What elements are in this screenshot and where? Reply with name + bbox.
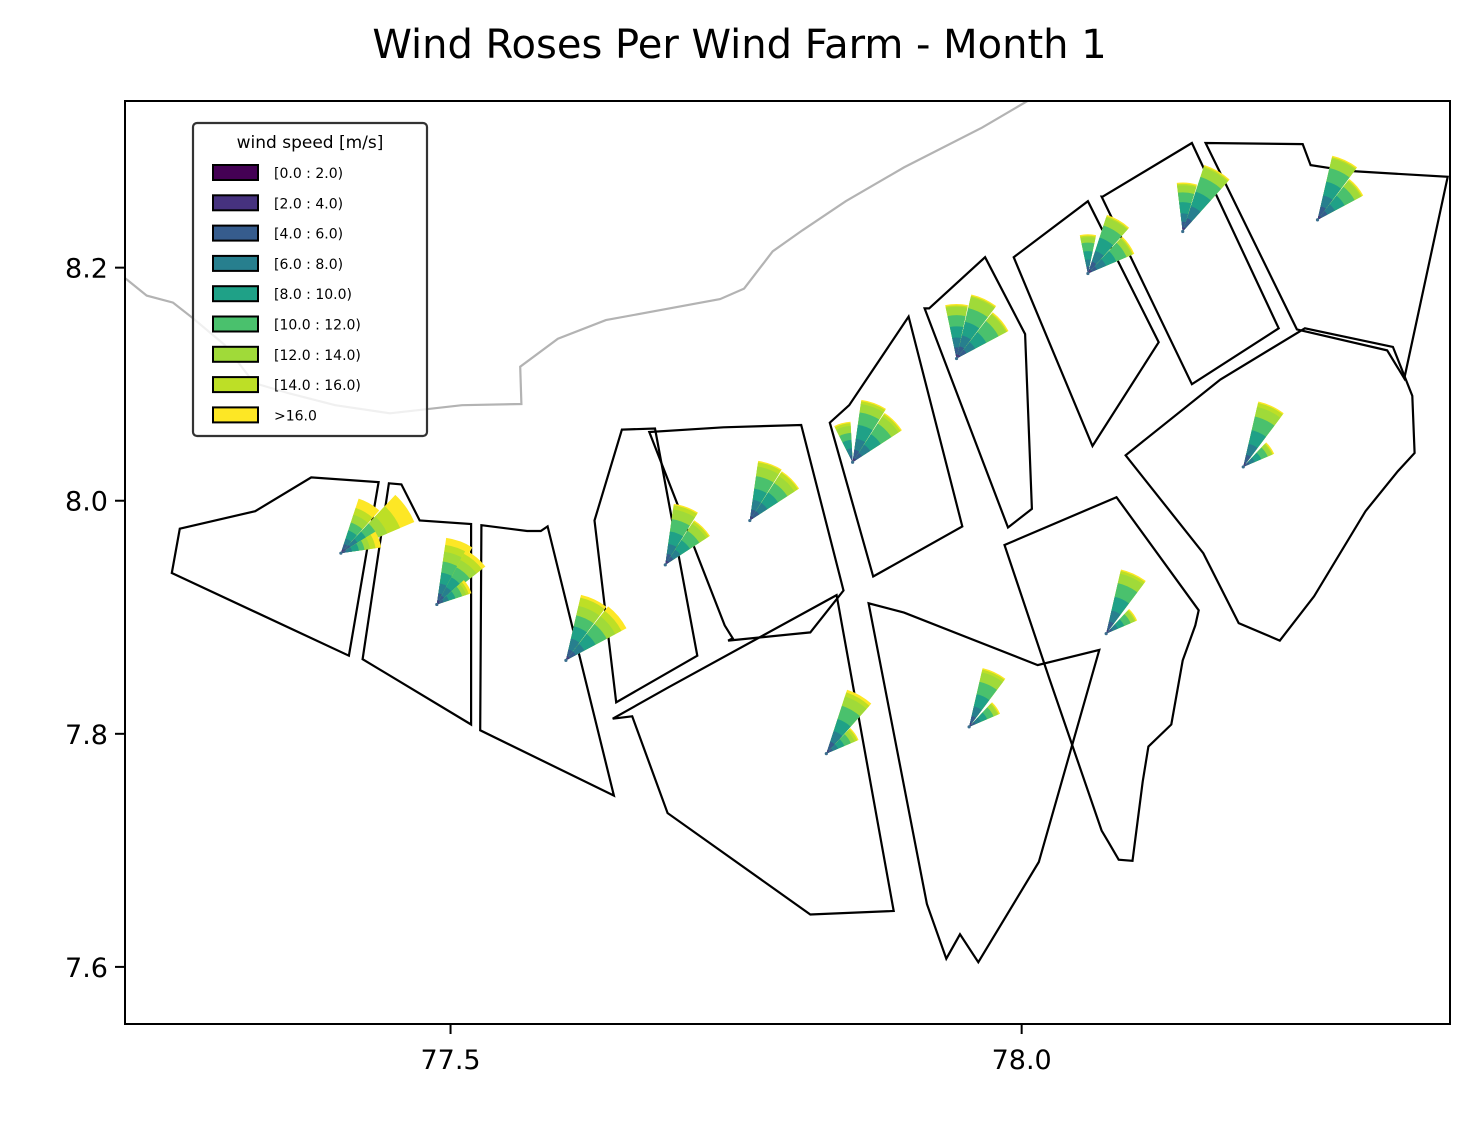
legend-label-9: >16.0 xyxy=(274,408,317,424)
y-tick-label-3: 8.0 xyxy=(65,487,108,518)
rose-center-9 xyxy=(1181,229,1185,234)
wind-farm-polygon-10 xyxy=(1203,141,1450,382)
legend-label-4: [6.0 : 8.0) xyxy=(274,257,343,273)
axis-ticks: 77.5 78.0 7.6 7.8 8.0 8.2 xyxy=(65,254,1052,1076)
legend-swatch-4 xyxy=(212,254,259,272)
legend-label-6: [10.0 : 12.0) xyxy=(274,318,361,334)
legend-swatch-5 xyxy=(212,285,259,303)
plot-area-frame xyxy=(124,100,1451,1025)
wind-rose-13 xyxy=(1104,569,1146,636)
wind-farm-polygon-12 xyxy=(867,601,1101,965)
wind-farm-polygon-3 xyxy=(479,523,616,798)
rose-8-sector-1-bin-4 xyxy=(1084,259,1091,274)
legend-swatch-6 xyxy=(212,315,259,333)
wind-farm-polygon-14 xyxy=(1124,327,1416,642)
wind-rose-10 xyxy=(1315,155,1364,222)
rose-center-14 xyxy=(1241,465,1245,469)
wind-farm-polygon-2 xyxy=(361,482,473,727)
y-tick-label-1: 7.6 xyxy=(65,953,108,984)
wind-farm-polygon-1 xyxy=(170,476,380,658)
rose-7-sector-1-bin-2 xyxy=(955,354,958,359)
wind-rose-8 xyxy=(1079,214,1135,276)
rose-center-7 xyxy=(954,356,959,361)
rose-center-6 xyxy=(851,460,855,464)
wind-rose-6 xyxy=(834,399,902,464)
wind-farm-polygon-11 xyxy=(612,593,896,916)
y-tick-label-4: 8.2 xyxy=(65,254,108,285)
rose-center-8 xyxy=(1086,271,1090,276)
rose-8-sector-1-bin-3 xyxy=(1086,266,1090,274)
legend-label-2: [2.0 : 4.0) xyxy=(274,196,343,212)
wind-farm-polygon-8 xyxy=(1012,199,1160,449)
rose-center-12 xyxy=(967,725,971,729)
wind-rose-3 xyxy=(564,594,627,662)
rose-center-11 xyxy=(824,752,828,756)
wind-rose-2 xyxy=(435,537,486,607)
rose-7-sector-1-bin-3 xyxy=(954,347,959,359)
legend-label-7: [12.0 : 14.0) xyxy=(274,348,361,364)
wind-rose-11 xyxy=(824,689,872,756)
wind-rose-14 xyxy=(1241,401,1284,469)
legend-title: wind speed [m/s] xyxy=(237,133,384,153)
legend-label-5: [8.0 : 10.0) xyxy=(274,287,352,303)
wind-farm-polygon-4 xyxy=(593,427,699,705)
rose-center-2 xyxy=(435,602,439,607)
chart-title: Wind Roses Per Wind Farm - Month 1 xyxy=(372,22,1107,68)
legend-swatch-9 xyxy=(212,406,259,424)
wind-farm-polygon-7 xyxy=(923,255,1034,530)
rose-center-3 xyxy=(564,658,568,662)
wind-rose-4 xyxy=(663,503,710,567)
legend-swatch-2 xyxy=(212,194,259,212)
legend-swatch-3 xyxy=(212,224,259,242)
legend: wind speed [m/s] [0.0 : 2.0) [2.0 : 4.0) [4… xyxy=(191,121,429,438)
legend-swatch-7 xyxy=(212,345,259,363)
legend-swatch-1 xyxy=(212,164,259,181)
wind-rose-1 xyxy=(339,494,415,555)
rose-center-10 xyxy=(1315,218,1320,222)
wind-farm-polygon-9 xyxy=(1099,141,1281,386)
rose-1-sector-2-bin-2 xyxy=(340,549,347,554)
wind-rose-12 xyxy=(967,668,1006,729)
rose-center-5 xyxy=(748,518,752,523)
legend-label-1: [0.0 : 2.0) xyxy=(274,166,343,182)
legend-label-3: [4.0 : 6.0) xyxy=(274,227,343,243)
rose-center-13 xyxy=(1104,631,1108,636)
wind-rose-5 xyxy=(748,460,800,523)
wind-farm-polygon-13 xyxy=(1003,495,1200,862)
wind-farm-polygon-6 xyxy=(828,313,964,579)
wind-farm-polygon-5 xyxy=(647,423,845,642)
legend-swatch-8 xyxy=(212,376,259,394)
rose-center-4 xyxy=(663,563,667,567)
x-tick-label-2: 78.0 xyxy=(992,1045,1052,1076)
wind-rose-7 xyxy=(945,294,1009,361)
y-tick-label-2: 7.8 xyxy=(65,720,108,751)
legend-label-8: [14.0 : 16.0) xyxy=(274,378,361,394)
wind-farm-layer xyxy=(170,141,1450,965)
wind-rose-9 xyxy=(1176,164,1230,234)
x-tick-label-1: 77.5 xyxy=(420,1045,480,1076)
rose-center-1 xyxy=(339,551,343,555)
wind-rose-layer xyxy=(339,155,1364,756)
